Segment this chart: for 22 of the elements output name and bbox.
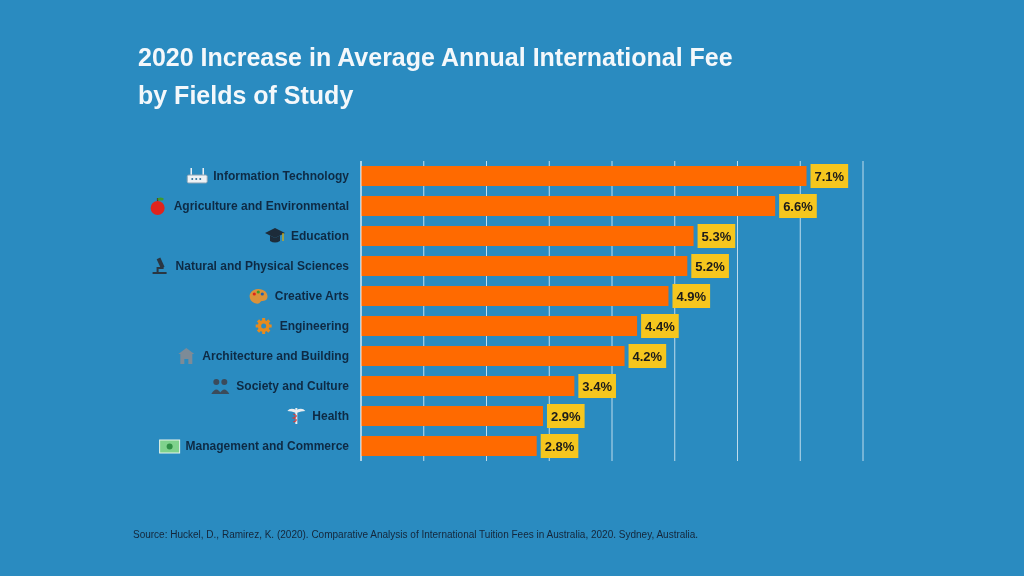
y-tick-label: Management and Commerce [185,439,350,453]
bar [361,316,638,336]
bar [361,256,688,276]
y-tick-label: Education [290,229,349,243]
y-tick-label: Society and Culture [236,379,350,393]
bar [361,286,669,306]
y-tick-label: Creative Arts [274,289,350,303]
y-tick-label: Health [312,409,349,423]
y-tick-label: Architecture and Building [202,349,349,363]
bar [361,196,776,216]
y-tick-label: Information Technology [213,169,350,183]
y-tick-label: Agriculture and Environmental [173,199,349,213]
y-tick-label: Natural and Physical Sciences [175,259,350,273]
chart-title: 2020 Increase in Average Annual International Fee by Fields of Study [138,42,734,111]
source-note: Source: Huckel, D., Ramirez, K. (2020). Comparative Analysis of International Tuition Fees in Australia, 2020. Sydney, Australia. [133,529,699,540]
bar [361,346,625,366]
bar [361,436,537,456]
bar [361,166,807,186]
y-tick-label: Engineering [279,319,349,333]
bar [361,406,543,426]
bar [361,376,575,396]
bar [361,226,694,246]
